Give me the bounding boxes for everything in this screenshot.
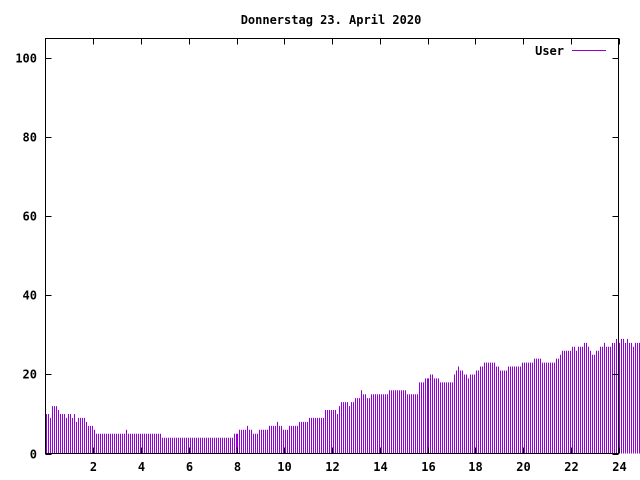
x-tick-label: 10 [277, 460, 291, 474]
y-tick-label: 40 [23, 289, 37, 303]
x-tick-label: 4 [138, 460, 145, 474]
y-tick-label: 80 [23, 131, 37, 145]
legend: User [535, 44, 606, 58]
y-tick-label: 100 [15, 52, 37, 66]
x-tick-label: 14 [373, 460, 387, 474]
y-tick-label: 0 [30, 448, 37, 462]
y-axis-tick-labels: 0 20 40 60 80 100 [15, 52, 37, 462]
x-tick-label: 16 [421, 460, 435, 474]
x-tick-label: 12 [325, 460, 339, 474]
x-tick-label: 6 [186, 460, 193, 474]
x-tick-label: 24 [612, 460, 626, 474]
y-tick-label: 60 [23, 210, 37, 224]
bar-series [46, 338, 640, 454]
y-tick-label: 20 [23, 368, 37, 382]
x-tick-label: 8 [234, 460, 241, 474]
x-axis-tick-labels: 2 4 6 8 10 12 14 16 18 20 22 24 [90, 460, 627, 474]
axis-ticks [45, 38, 620, 455]
x-tick-label: 18 [468, 460, 482, 474]
x-tick-label: 22 [564, 460, 578, 474]
legend-label-user: User [535, 44, 564, 58]
x-tick-label: 2 [90, 460, 97, 474]
chart-title: Donnerstag 23. April 2020 [241, 13, 422, 27]
x-tick-label: 20 [516, 460, 530, 474]
